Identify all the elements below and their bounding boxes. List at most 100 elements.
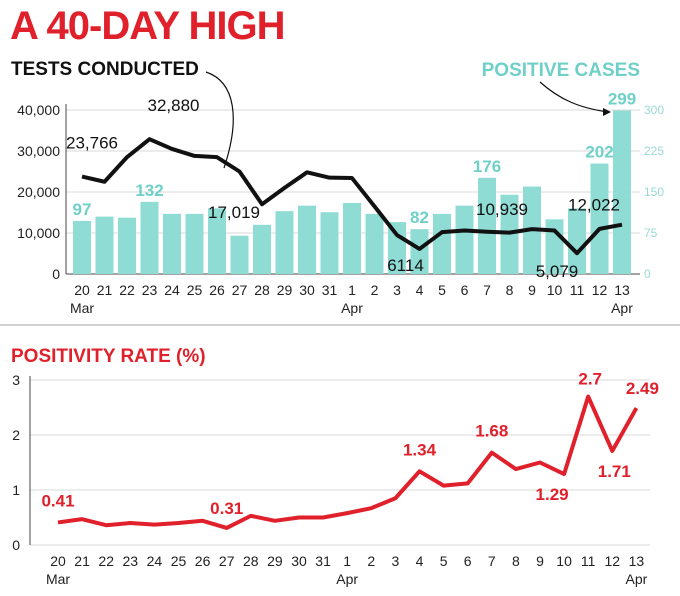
rate-data-label: 1.29 (536, 485, 569, 504)
x-tick-label-tests: 23 (142, 282, 158, 298)
tests-data-label: 10,939 (476, 200, 528, 219)
rate-data-label: 1.71 (598, 462, 631, 481)
x-tick-label-tests: 29 (277, 282, 293, 298)
x-tick-label-rate: 21 (74, 553, 90, 569)
positive-data-label: 97 (73, 200, 92, 219)
left-axis-tick: 0 (52, 266, 60, 282)
x-tick-label-rate: 12 (605, 553, 621, 569)
right-axis-tick: 150 (644, 185, 664, 199)
positive-cases-bar (455, 205, 474, 274)
tests-data-label: 5,079 (536, 262, 579, 281)
x-tick-label-rate: 26 (195, 553, 211, 569)
month-label-tests: Mar (70, 300, 94, 316)
positive-data-label: 202 (585, 143, 613, 162)
rate-axis-tick: 2 (12, 427, 20, 443)
rate-data-label: 0.31 (210, 499, 243, 518)
month-label-rate: Apr (626, 571, 648, 587)
month-label-tests: Apr (341, 300, 363, 316)
tests-data-label: 32,880 (148, 96, 200, 115)
positive-cases-bar (410, 229, 429, 274)
x-tick-label-tests: 27 (232, 282, 248, 298)
x-tick-label-rate: 22 (98, 553, 114, 569)
x-tick-label-rate: 11 (581, 553, 596, 569)
left-axis-tick: 30,000 (17, 143, 60, 159)
positive-cases-bar (163, 213, 181, 274)
x-tick-label-rate: 28 (243, 553, 259, 569)
x-tick-label-rate: 23 (123, 553, 139, 569)
headline: A 40-DAY HIGH (10, 4, 285, 48)
tests-data-label: 6114 (387, 256, 424, 275)
x-tick-label-rate: 29 (267, 553, 283, 569)
x-tick-label-tests: 4 (416, 282, 424, 298)
positive-callout-arrowhead (603, 108, 611, 116)
x-tick-label-tests: 25 (187, 282, 203, 298)
x-tick-label-tests: 26 (209, 282, 225, 298)
positive-cases-bar (320, 212, 339, 274)
x-tick-label-rate: 6 (464, 553, 472, 569)
positive-callout-arrow (539, 81, 609, 113)
positive-cases-bar (185, 213, 204, 274)
x-tick-label-tests: 22 (119, 282, 135, 298)
x-tick-label-tests: 5 (438, 282, 446, 298)
positivity-line (57, 394, 639, 530)
x-tick-label-rate: 5 (440, 553, 448, 569)
left-axis-tick: 10,000 (17, 225, 60, 241)
x-tick-label-tests: 11 (570, 282, 585, 298)
x-tick-label-tests: 9 (528, 282, 536, 298)
rate-data-label: 0.41 (41, 491, 74, 510)
month-label-rate: Apr (336, 571, 358, 587)
left-axis-tick: 40,000 (17, 102, 60, 118)
positive-cases-bar (73, 220, 91, 274)
x-tick-label-tests: 2 (371, 282, 379, 298)
x-tick-label-tests: 12 (592, 282, 608, 298)
rate-axis-tick: 1 (12, 482, 20, 498)
month-label-rate: Mar (46, 571, 70, 587)
x-tick-label-rate: 9 (536, 553, 544, 569)
positive-cases-bar (388, 222, 406, 274)
positive-cases-bar (590, 163, 609, 274)
tests-conducted-title: TESTS CONDUCTED (11, 59, 199, 80)
tests-callout-arrow (205, 71, 234, 169)
x-tick-label-tests: 10 (547, 282, 563, 298)
x-tick-label-tests: 8 (506, 282, 514, 298)
x-tick-label-rate: 1 (343, 553, 351, 569)
section-divider (0, 324, 680, 326)
positive-cases-bar (613, 110, 631, 275)
x-tick-label-tests: 3 (393, 282, 401, 298)
tests-data-label: 23,766 (66, 134, 118, 153)
positive-cases-bar (433, 213, 451, 274)
x-tick-label-rate: 2 (367, 553, 375, 569)
x-tick-label-rate: 30 (291, 553, 307, 569)
month-label-tests: Apr (611, 300, 633, 316)
positive-data-label: 132 (135, 181, 163, 200)
right-axis-tick: 225 (644, 144, 664, 158)
x-tick-label-tests: 24 (164, 282, 180, 298)
x-tick-label-tests: 21 (97, 282, 113, 298)
x-tick-label-rate: 8 (512, 553, 520, 569)
positive-cases-title: POSITIVE CASES (481, 60, 640, 81)
x-tick-label-rate: 10 (556, 553, 572, 569)
positive-cases-bar (253, 224, 271, 274)
x-tick-label-rate: 7 (488, 553, 496, 569)
left-axis-tick: 20,000 (17, 184, 60, 200)
x-tick-label-rate: 20 (50, 553, 66, 569)
positive-cases-bar (568, 208, 586, 274)
x-tick-label-tests: 20 (74, 282, 90, 298)
x-tick-label-tests: 30 (299, 282, 315, 298)
positive-cases-bar (478, 177, 496, 274)
x-tick-label-tests: 1 (348, 282, 356, 298)
positive-data-label: 82 (410, 208, 429, 227)
x-tick-label-tests: 7 (483, 282, 491, 298)
tests-data-label: 17,019 (208, 203, 260, 222)
right-axis-tick: 300 (644, 103, 664, 117)
rate-data-label: 2.7 (578, 370, 602, 389)
x-tick-label-tests: 13 (614, 282, 630, 298)
rate-data-label: 2.49 (626, 379, 659, 398)
x-tick-label-rate: 31 (315, 553, 331, 569)
tests-data-label: 12,022 (568, 196, 620, 215)
positive-cases-bar (118, 217, 136, 274)
tests-line (81, 137, 623, 256)
x-tick-label-rate: 4 (416, 553, 424, 569)
positive-cases-bar (365, 213, 384, 274)
